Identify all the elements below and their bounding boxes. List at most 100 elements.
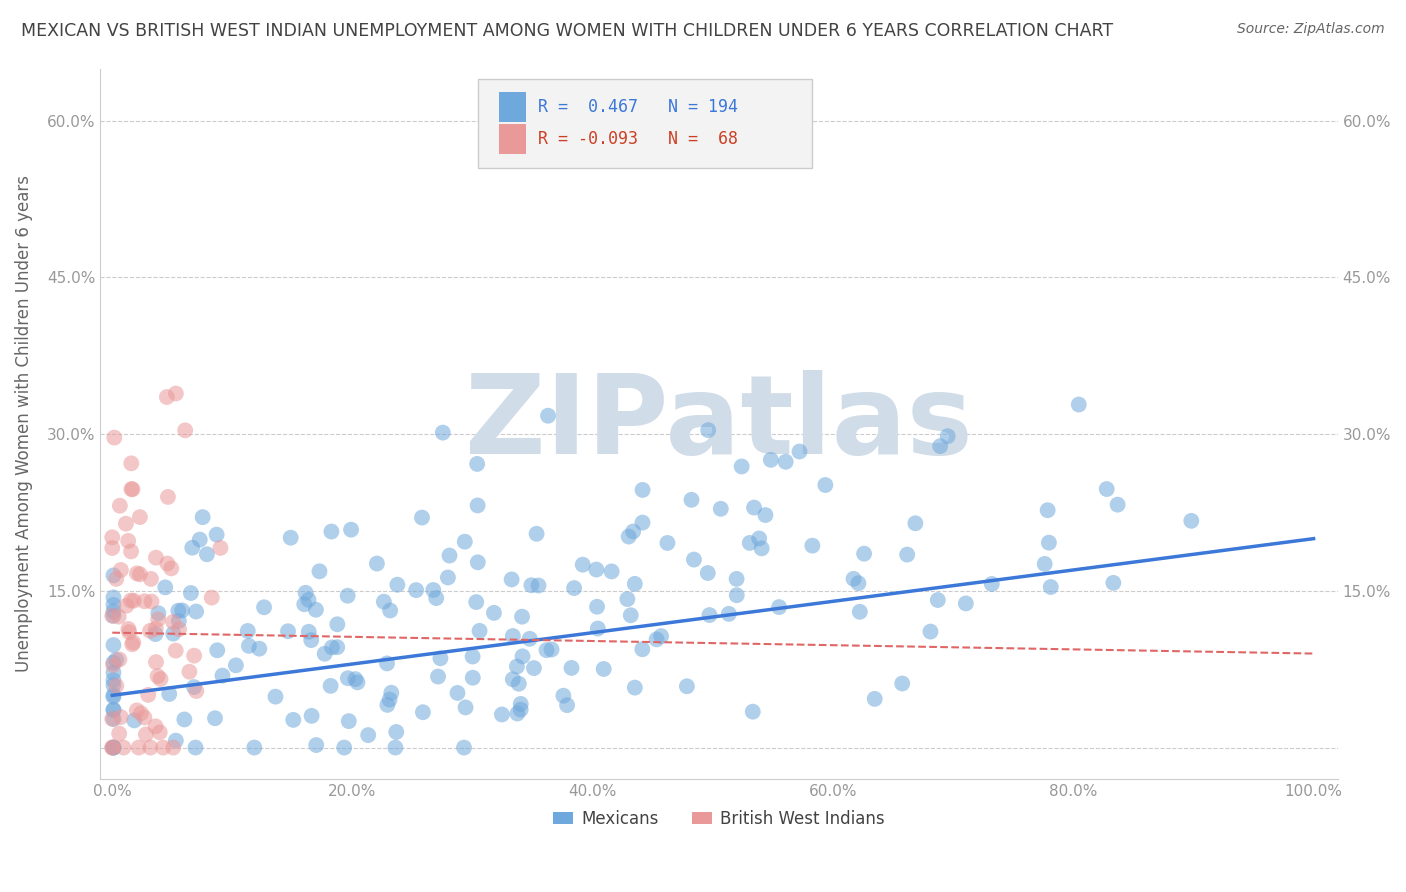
- Point: [527, 578, 550, 592]
- Point: [103, 638, 125, 652]
- Point: [128, 510, 150, 524]
- Point: [101, 541, 124, 555]
- Point: [377, 698, 399, 712]
- Legend: Mexicans, British West Indians: Mexicans, British West Indians: [547, 803, 891, 835]
- Point: [157, 687, 180, 701]
- Point: [717, 607, 740, 621]
- Text: ZIPatlas: ZIPatlas: [465, 370, 973, 477]
- Point: [103, 690, 125, 704]
- Point: [103, 740, 125, 755]
- Point: [103, 665, 125, 680]
- Point: [650, 629, 672, 643]
- Point: [725, 588, 748, 602]
- Point: [725, 572, 748, 586]
- Point: [482, 606, 505, 620]
- Point: [427, 669, 450, 683]
- Point: [624, 681, 647, 695]
- Point: [148, 607, 170, 621]
- Point: [305, 603, 328, 617]
- Point: [1039, 580, 1062, 594]
- Point: [264, 690, 287, 704]
- Point: [139, 624, 162, 638]
- Point: [344, 672, 367, 686]
- Point: [155, 580, 177, 594]
- Point: [122, 635, 145, 649]
- Point: [294, 586, 316, 600]
- Point: [512, 649, 534, 664]
- Point: [560, 661, 582, 675]
- Point: [160, 561, 183, 575]
- Point: [103, 608, 125, 623]
- Point: [103, 712, 125, 726]
- Point: [253, 600, 276, 615]
- Point: [697, 423, 720, 437]
- Point: [297, 592, 319, 607]
- Point: [437, 570, 460, 584]
- Point: [467, 555, 489, 569]
- Point: [191, 510, 214, 524]
- Point: [467, 499, 489, 513]
- Point: [927, 593, 949, 607]
- Point: [748, 532, 770, 546]
- Point: [225, 658, 247, 673]
- Point: [156, 490, 179, 504]
- Point: [298, 624, 321, 639]
- Text: MEXICAN VS BRITISH WEST INDIAN UNEMPLOYMENT AMONG WOMEN WITH CHILDREN UNDER 6 YE: MEXICAN VS BRITISH WEST INDIAN UNEMPLOYM…: [21, 22, 1114, 40]
- Point: [167, 622, 190, 636]
- Point: [145, 550, 167, 565]
- Point: [204, 711, 226, 725]
- Point: [101, 530, 124, 544]
- Point: [103, 431, 125, 445]
- Point: [751, 541, 773, 556]
- Point: [121, 637, 143, 651]
- Point: [314, 647, 336, 661]
- Bar: [499, 124, 526, 153]
- Point: [117, 533, 139, 548]
- Point: [631, 516, 654, 530]
- Point: [1033, 557, 1056, 571]
- Point: [730, 459, 752, 474]
- Point: [405, 583, 427, 598]
- Point: [321, 640, 343, 655]
- Point: [134, 594, 156, 608]
- Y-axis label: Unemployment Among Women with Children Under 6 years: Unemployment Among Women with Children U…: [15, 175, 32, 673]
- Point: [592, 662, 614, 676]
- Point: [299, 633, 322, 648]
- Point: [162, 740, 184, 755]
- Point: [121, 483, 143, 497]
- Point: [1095, 482, 1118, 496]
- Point: [181, 541, 204, 555]
- Point: [768, 600, 790, 615]
- Point: [465, 457, 488, 471]
- Point: [103, 703, 125, 717]
- Point: [357, 728, 380, 742]
- Point: [1107, 498, 1129, 512]
- Point: [384, 740, 406, 755]
- Point: [128, 740, 150, 755]
- FancyBboxPatch shape: [478, 79, 811, 168]
- Point: [122, 593, 145, 607]
- Point: [506, 706, 529, 721]
- Point: [247, 641, 270, 656]
- Point: [336, 671, 359, 685]
- Point: [759, 453, 782, 467]
- Point: [461, 671, 484, 685]
- Point: [422, 582, 444, 597]
- Point: [184, 740, 207, 755]
- Point: [523, 661, 546, 675]
- Point: [110, 563, 132, 577]
- Point: [385, 725, 408, 739]
- Point: [337, 714, 360, 728]
- Point: [101, 658, 124, 673]
- Point: [120, 482, 142, 496]
- Point: [814, 478, 837, 492]
- Point: [683, 552, 706, 566]
- Point: [110, 710, 132, 724]
- Point: [801, 539, 824, 553]
- Bar: [499, 92, 526, 122]
- Point: [429, 651, 451, 665]
- Point: [676, 679, 699, 693]
- Text: R =  0.467   N = 194: R = 0.467 N = 194: [538, 98, 738, 116]
- Point: [156, 390, 179, 404]
- Point: [105, 679, 128, 693]
